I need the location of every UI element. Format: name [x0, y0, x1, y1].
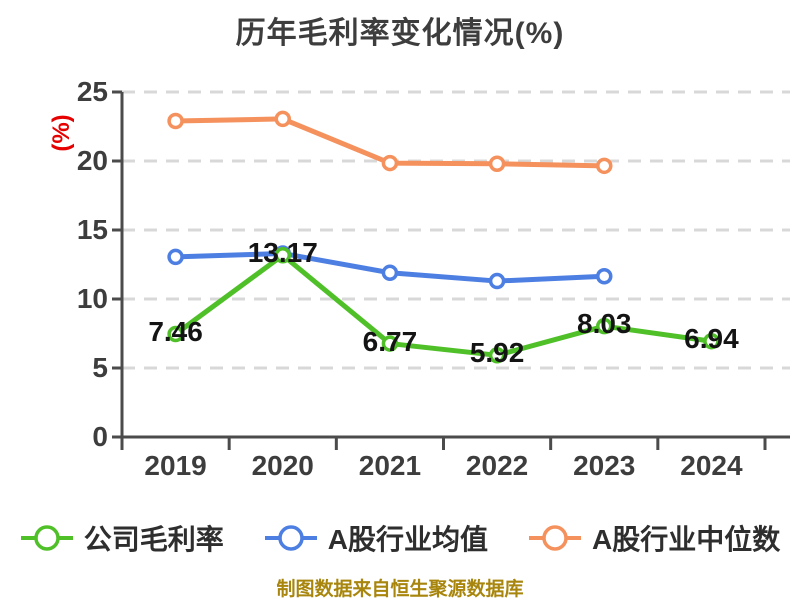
data-point-marker: [596, 317, 613, 335]
y-tick-label-10: 10: [76, 283, 108, 314]
x-tick-label-2022: 2022: [465, 450, 529, 481]
x-tick-label-2019: 2019: [144, 450, 207, 481]
data-point-marker: [274, 247, 291, 264]
x-tick-label-2020: 2020: [251, 450, 314, 481]
chart-title: 历年毛利率变化情况(%): [235, 17, 565, 50]
legend-marker-icon: [264, 525, 317, 551]
legend-item-1: 公司毛利率: [20, 518, 224, 558]
y-tick-label-15: 15: [76, 214, 108, 245]
y-tick-label-0: 0: [92, 421, 108, 452]
data-point-marker: [381, 264, 399, 282]
legend-label: A股行业中位数: [592, 524, 781, 555]
x-tick-label-2024: 2024: [680, 450, 743, 481]
y-tick-label-5: 5: [92, 352, 108, 383]
data-source-caption: 制图数据来自恒生聚源数据库: [276, 579, 524, 600]
data-point-marker: [167, 112, 184, 130]
data-value-label: 7.46: [148, 316, 203, 348]
series-line-0: [173, 252, 714, 358]
data-point-marker: [488, 347, 506, 364]
data-point-marker: [381, 335, 399, 352]
data-point-marker: [703, 332, 720, 350]
data-point-marker: [596, 157, 613, 175]
legend: 公司毛利率 A股行业均值 A股行业中位数: [0, 518, 800, 558]
data-point-marker: [167, 325, 184, 343]
legend-label: A股行业均值: [327, 524, 488, 555]
data-point-marker: [167, 248, 184, 266]
data-point-marker: [488, 155, 506, 173]
data-point-marker: [488, 272, 506, 290]
data-point-marker: [274, 110, 291, 128]
plot-area: [112, 90, 790, 450]
data-value-label: 6.94: [684, 323, 739, 355]
x-tick-label-2023: 2023: [573, 450, 636, 481]
legend-item-2: A股行业均值: [264, 518, 488, 558]
data-point-marker: [381, 154, 399, 172]
data-value-label: 8.03: [577, 308, 632, 340]
data-value-label: 13.17: [247, 237, 318, 269]
y-tick-label-20: 20: [76, 145, 108, 176]
data-value-label: 5.92: [469, 337, 525, 369]
x-tick-label-2021: 2021: [358, 450, 422, 481]
legend-marker-icon: [529, 525, 581, 551]
legend-item-3: A股行业中位数: [528, 518, 780, 558]
data-point-marker: [596, 267, 613, 285]
data-value-label: 6.77: [362, 325, 418, 357]
legend-label: 公司毛利率: [83, 524, 224, 555]
y-tick-label-25: 25: [76, 76, 108, 107]
legend-marker-icon: [20, 525, 73, 551]
